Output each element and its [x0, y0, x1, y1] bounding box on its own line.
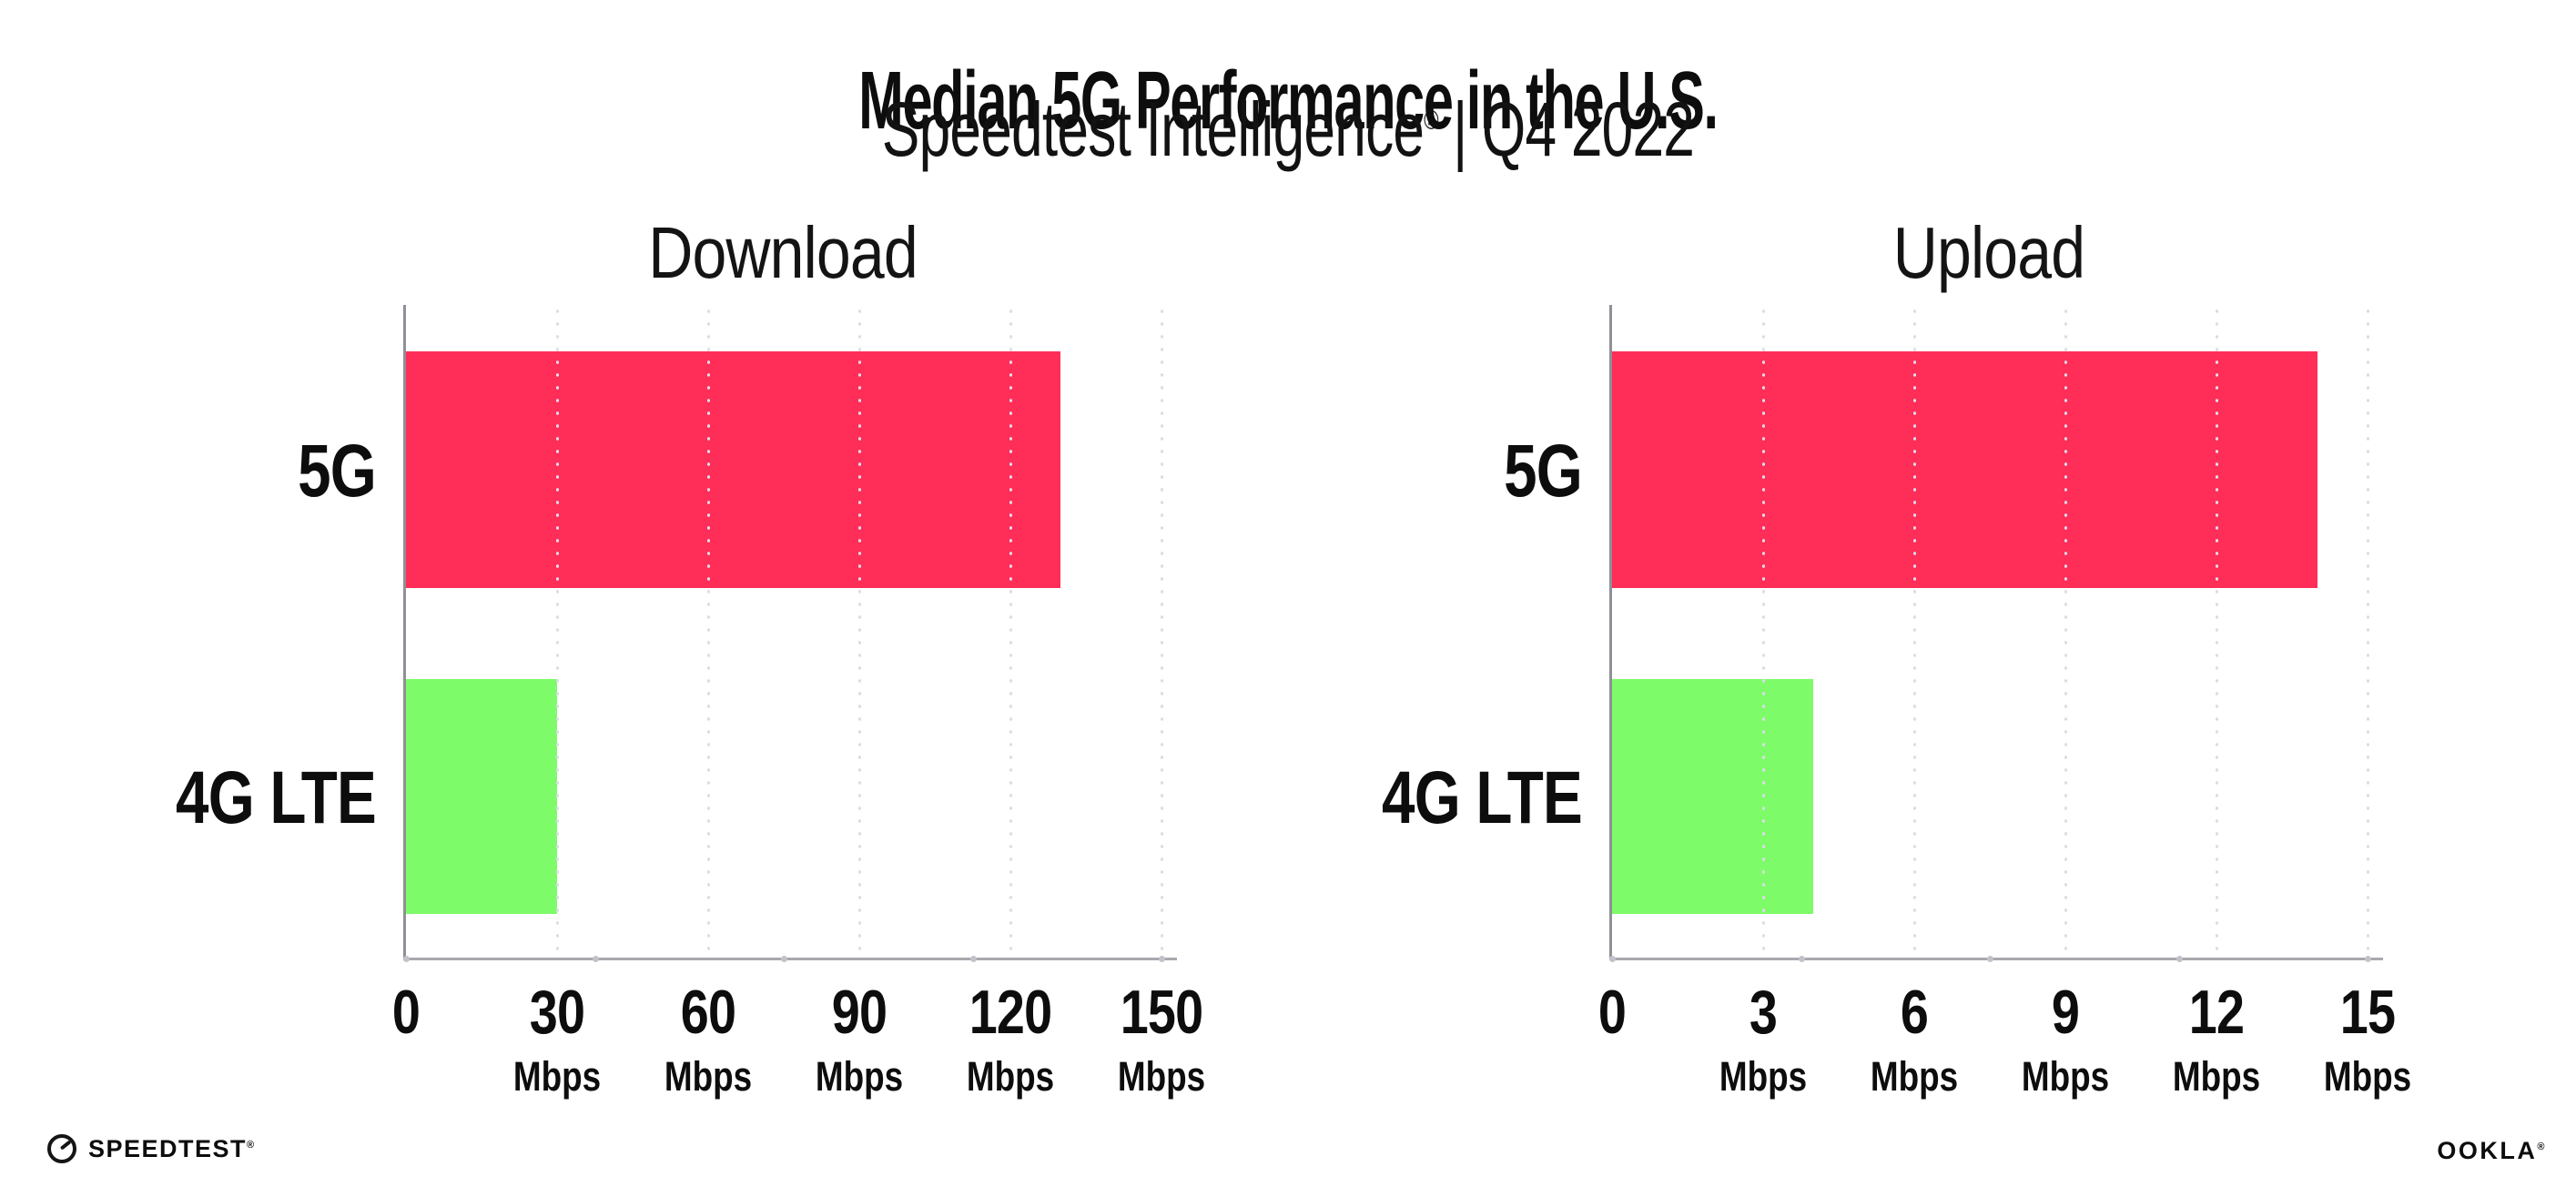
x-tick: 60 Mbps	[641, 981, 776, 1097]
x-tick: 150 Mbps	[1094, 981, 1229, 1097]
download-chart-title: Download	[648, 212, 918, 293]
download-chart: Download 5G 4G LTE 0 30 Mbps 60 Mbps 90 Mbps 12…	[66, 209, 1222, 1120]
speedtest-text: SPEEDTEST	[88, 1135, 248, 1162]
x-tick: 12 Mbps	[2149, 981, 2284, 1097]
subtitle-period: Q4 2022	[1481, 86, 1695, 172]
axis-tick-dot	[403, 956, 410, 962]
upload-chart: Upload 5G 4G LTE 0 3 Mbps 6 Mbps 9 Mbps 12 Mbps 1…	[1273, 209, 2429, 1120]
x-tick-unit: Mbps	[1719, 1053, 1808, 1100]
speedtest-registered-mark: ®	[247, 1140, 256, 1151]
gridline	[1160, 305, 1163, 959]
x-tick-unit: Mbps	[1117, 1053, 1206, 1100]
subtitle-separator: |	[1453, 86, 1467, 172]
upload-plot-area	[1609, 305, 2383, 962]
upload-bar-5g	[1612, 351, 2317, 588]
gauge-needle	[59, 1140, 72, 1151]
axis-tick-dot	[1159, 956, 1165, 962]
x-tick-value: 12	[2188, 978, 2245, 1047]
x-axis-line	[403, 958, 1177, 960]
x-tick: 15 Mbps	[2300, 981, 2435, 1097]
x-tick: 90 Mbps	[792, 981, 927, 1097]
speedtest-wordmark: SPEEDTEST®	[88, 1134, 256, 1163]
page-subtitle: Speedtest Intelligence® | Q4 2022	[335, 91, 2241, 167]
y-axis-line	[403, 305, 406, 959]
x-tick: 3 Mbps	[1696, 981, 1831, 1097]
category-label-4g-lte: 4G LTE	[1382, 756, 1583, 839]
gridline	[1912, 305, 1916, 959]
gridline	[2215, 305, 2218, 959]
x-tick-value: 120	[969, 978, 1052, 1047]
category-label-4g-lte: 4G LTE	[176, 756, 377, 839]
upload-bar-4g-lte	[1612, 679, 1813, 914]
x-tick-value: 3	[1749, 978, 1778, 1047]
speedtest-logo: SPEEDTEST®	[47, 1134, 256, 1163]
x-tick: 6 Mbps	[1847, 981, 1982, 1097]
x-tick-value: 0	[1597, 978, 1627, 1047]
page-title: Median 5G Performance in the U.S.	[858, 56, 1719, 147]
axis-tick-dot	[1609, 956, 1616, 962]
x-tick: 30 Mbps	[490, 981, 624, 1097]
gridline	[706, 305, 710, 959]
x-tick: 0	[1545, 981, 1679, 1043]
x-tick-value: 90	[831, 978, 887, 1047]
axis-tick-dot	[2365, 956, 2371, 962]
x-axis-line	[1609, 958, 2383, 960]
upload-chart-title: Upload	[1892, 212, 2085, 293]
category-label-5g: 5G	[1504, 430, 1583, 512]
x-tick: 0	[339, 981, 473, 1043]
x-tick-unit: Mbps	[815, 1053, 904, 1100]
registered-mark: ®	[1424, 106, 1438, 136]
x-tick-unit: Mbps	[2323, 1053, 2412, 1100]
gridline	[2366, 305, 2369, 959]
x-tick-value: 6	[1900, 978, 1929, 1047]
x-tick: 9 Mbps	[1998, 981, 2133, 1097]
ookla-wordmark: OOKLA	[2437, 1137, 2538, 1164]
axis-tick-dot	[592, 956, 599, 962]
axis-tick-dot	[1798, 956, 1805, 962]
x-tick-value: 30	[529, 978, 585, 1047]
axis-tick-dot	[1987, 956, 1993, 962]
x-tick-unit: Mbps	[966, 1053, 1055, 1100]
axis-tick-dot	[781, 956, 787, 962]
download-bar-4g-lte	[406, 679, 557, 914]
x-tick-value: 0	[391, 978, 421, 1047]
download-bar-5g	[406, 351, 1060, 588]
axis-tick-dot	[2175, 956, 2183, 962]
x-tick: 120 Mbps	[943, 981, 1078, 1097]
x-tick-value: 60	[680, 978, 736, 1047]
ookla-registered-mark: ®	[2537, 1141, 2547, 1152]
gridline	[2064, 305, 2067, 959]
axis-tick-dot	[969, 956, 977, 962]
gridline	[555, 305, 559, 959]
x-tick-value: 15	[2339, 978, 2396, 1047]
x-tick-value: 150	[1120, 978, 1203, 1047]
x-tick-unit: Mbps	[512, 1053, 602, 1100]
download-x-tick-labels: 0 30 Mbps 60 Mbps 90 Mbps 120 Mbps 150 Mbps	[66, 209, 1222, 1120]
x-tick-unit: Mbps	[2172, 1053, 2261, 1100]
upload-x-tick-labels: 0 3 Mbps 6 Mbps 9 Mbps 12 Mbps 15 Mbps	[1273, 209, 2429, 1120]
gridline	[857, 305, 861, 959]
gridline	[1009, 305, 1012, 959]
x-tick-unit: Mbps	[2021, 1053, 2110, 1100]
speedtest-gauge-icon	[47, 1134, 76, 1163]
y-axis-line	[1609, 305, 1612, 959]
subtitle-brand: Speedtest Intelligence	[881, 86, 1425, 172]
ookla-logo: OOKLA®	[2437, 1136, 2547, 1165]
x-tick-unit: Mbps	[664, 1053, 753, 1100]
x-tick-value: 9	[2051, 978, 2080, 1047]
gridline	[1761, 305, 1765, 959]
x-tick-unit: Mbps	[1870, 1053, 1959, 1100]
download-plot-area	[403, 305, 1177, 962]
category-label-5g: 5G	[298, 430, 377, 512]
